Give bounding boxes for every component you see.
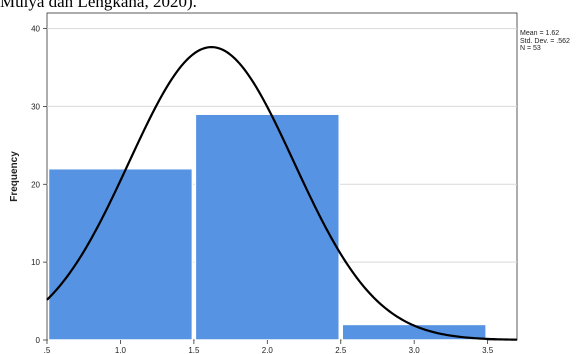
x-tick-label: 1.5 (188, 346, 200, 354)
x-tick-label: 2.0 (262, 346, 274, 354)
stats-mean: Mean = 1.62 (520, 30, 560, 37)
x-tick-label: 3.0 (409, 346, 421, 354)
stats-n: N = 53 (520, 45, 541, 52)
histogram-bar (194, 113, 340, 341)
y-tick-label: 20 (31, 180, 40, 189)
y-tick-label: 0 (36, 336, 41, 345)
x-tick-label: 3.5 (482, 346, 494, 354)
y-tick-label: 30 (31, 102, 40, 111)
x-tick-label: .5 (44, 346, 51, 354)
y-tick-label: 10 (31, 258, 40, 267)
y-tick-label: 40 (31, 25, 40, 34)
figure-caption: Mulya dan Lengkana, 2020). (0, 0, 197, 11)
y-axis-label: Frequency (9, 151, 20, 202)
histogram-bar (47, 167, 194, 341)
x-tick-label: 2.5 (335, 346, 347, 354)
stats-std-dev: Std. Dev. = .562 (520, 37, 570, 45)
stats-box: Mean = 1.62 Std. Dev. = .562 N = 53 (520, 30, 570, 53)
x-tick-label: 1.0 (115, 346, 127, 354)
normal-curve (46, 45, 518, 341)
